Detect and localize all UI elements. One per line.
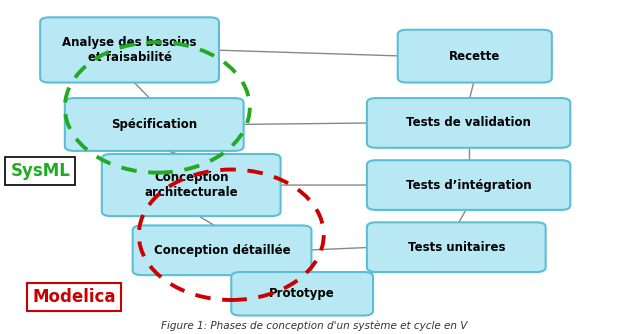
Text: Conception détaillée: Conception détaillée <box>153 244 291 257</box>
Text: Figure 1: Phases de conception d'un système et cycle en V: Figure 1: Phases de conception d'un syst… <box>161 320 468 331</box>
FancyBboxPatch shape <box>65 98 243 151</box>
FancyBboxPatch shape <box>40 17 219 82</box>
FancyBboxPatch shape <box>367 160 571 210</box>
FancyBboxPatch shape <box>231 272 373 316</box>
Text: Spécification: Spécification <box>111 118 198 131</box>
Text: Recette: Recette <box>449 50 501 63</box>
FancyBboxPatch shape <box>367 222 546 272</box>
Text: Modelica: Modelica <box>32 288 116 306</box>
FancyBboxPatch shape <box>367 98 571 148</box>
Text: Tests de validation: Tests de validation <box>406 117 531 130</box>
Text: Prototype: Prototype <box>269 287 335 300</box>
Text: Conception
architecturale: Conception architecturale <box>145 171 238 199</box>
Text: Tests unitaires: Tests unitaires <box>408 241 505 254</box>
FancyBboxPatch shape <box>398 30 552 82</box>
Text: Tests d’intégration: Tests d’intégration <box>406 179 532 192</box>
Text: Analyse des besoins
et faisabilité: Analyse des besoins et faisabilité <box>62 36 197 64</box>
FancyBboxPatch shape <box>133 225 311 275</box>
Text: SysML: SysML <box>10 162 70 180</box>
FancyBboxPatch shape <box>102 154 281 216</box>
